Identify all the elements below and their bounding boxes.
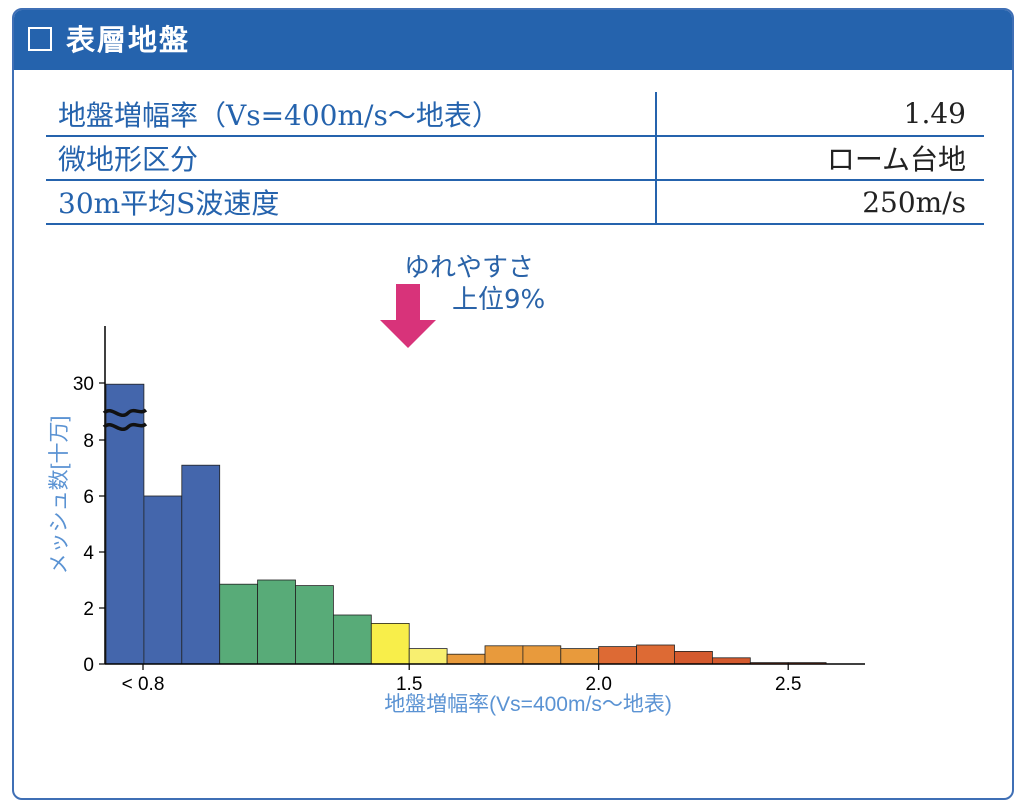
histogram-bar <box>408 648 448 665</box>
histogram-bar <box>219 583 258 665</box>
y-tick-label: 8 <box>83 431 94 452</box>
checkbox-empty-icon[interactable] <box>28 27 52 51</box>
vs30-value: 250m/s <box>655 180 984 225</box>
histogram-bar <box>636 644 675 665</box>
y-ticks: 0 2 4 6 8 30 <box>73 374 105 676</box>
histogram-bar <box>332 614 372 665</box>
table-row: 30m平均S波速度 250m/s <box>46 180 984 225</box>
landform-value: ローム台地 <box>655 136 984 181</box>
x-tick-label: 1.5 <box>396 674 422 695</box>
x-ticks: < 0.8 1.5 2.0 2.5 <box>122 664 801 695</box>
amplification-value: 1.49 <box>655 92 984 137</box>
shake-ease-label: ゆれやすさ <box>404 253 535 283</box>
table-row: 微地形区分 ローム台地 <box>46 136 984 181</box>
x-tick-label: 2.0 <box>585 674 611 695</box>
ground-info-table: 地盤増幅率（Vs=400m/s〜地表） 1.49 微地形区分 ローム台地 30m… <box>46 92 984 225</box>
y-tick-label: 6 <box>83 487 94 508</box>
histogram-bar <box>370 623 410 665</box>
y-tick-label: 4 <box>83 543 94 564</box>
x-tick-label: 2.5 <box>775 674 801 695</box>
vs30-label: 30m平均S波速度 <box>46 180 656 225</box>
histogram-bar <box>181 464 221 665</box>
histogram-bar <box>257 579 296 665</box>
y-tick-label: 2 <box>83 599 94 620</box>
histogram-bar <box>446 653 486 665</box>
histogram-bar <box>560 648 600 665</box>
histogram-bar <box>295 585 334 665</box>
surface-ground-panel: 表層地盤 地盤増幅率（Vs=400m/s〜地表） 1.49 微地形区分 ローム台… <box>12 8 1014 800</box>
shake-rank-label: 上位9% <box>452 285 546 315</box>
landform-label: 微地形区分 <box>46 136 656 181</box>
histogram-bar <box>674 651 713 665</box>
y-axis-label: メッシュ数[十万] <box>48 416 71 575</box>
histogram-bar <box>712 657 751 665</box>
x-axis-label: 地盤増幅率(Vs=400m/s〜地表) <box>384 693 672 716</box>
down-arrow-icon <box>380 284 436 348</box>
x-tick-label: < 0.8 <box>122 674 165 695</box>
axis-break-icon <box>102 408 148 431</box>
histogram-bar <box>484 645 524 665</box>
amplification-label: 地盤増幅率（Vs=400m/s〜地表） <box>46 92 656 137</box>
histogram-bars <box>105 383 827 665</box>
y-tick-label: 0 <box>83 655 94 676</box>
table-row: 地盤増幅率（Vs=400m/s〜地表） 1.49 <box>46 92 984 137</box>
histogram-bar <box>143 495 183 665</box>
panel-title: 表層地盤 <box>66 23 191 57</box>
histogram-bar <box>522 645 562 665</box>
panel-header: 表層地盤 <box>14 10 1012 70</box>
histogram-bar <box>598 646 638 665</box>
y-tick-label: 30 <box>73 374 94 395</box>
